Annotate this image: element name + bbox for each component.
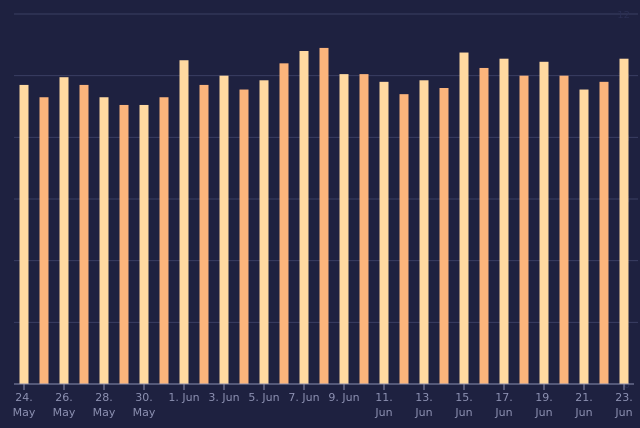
x-tick-label-line1: 7. Jun (288, 391, 319, 404)
x-tick-label-line2: Jun (454, 406, 472, 419)
x-tick-label-line2: Jun (574, 406, 592, 419)
bar[interactable] (419, 80, 429, 385)
x-tick-label-line1: 3. Jun (208, 391, 239, 404)
x-tick-label: 28. May (93, 391, 116, 419)
x-tick-label: 13. Jun (414, 391, 432, 419)
bar[interactable] (19, 84, 29, 385)
x-tick-label: 7. Jun (288, 391, 319, 404)
bar[interactable] (79, 84, 89, 385)
x-tick-label: 17. Jun (494, 391, 512, 419)
bar[interactable] (59, 77, 69, 384)
bar[interactable] (619, 58, 629, 384)
x-tick-label-line1: 19. (535, 391, 553, 404)
x-tick-label: 30. May (133, 391, 156, 419)
bar[interactable] (279, 63, 289, 384)
x-tick-label-line2: Jun (374, 406, 392, 419)
bar[interactable] (539, 61, 549, 385)
bar[interactable] (459, 52, 469, 385)
bar-series (19, 47, 629, 385)
x-tick-label-line1: 26. (55, 391, 73, 404)
x-tick-label: 23. Jun (614, 391, 632, 419)
x-axis-ticks (23, 384, 625, 390)
bar[interactable] (159, 97, 169, 384)
x-tick-label-line2: May (93, 406, 116, 419)
bar[interactable] (359, 74, 369, 384)
x-tick-label: 26. May (53, 391, 76, 419)
x-tick-label-line2: May (133, 406, 156, 419)
bar[interactable] (399, 94, 409, 385)
x-tick-label: 11. Jun (374, 391, 392, 419)
x-tick-label-line1: 23. (615, 391, 633, 404)
bar[interactable] (319, 47, 329, 385)
x-tick-label: 15. Jun (454, 391, 472, 419)
bar[interactable] (599, 81, 609, 384)
x-tick-label-line2: Jun (534, 406, 552, 419)
x-axis-tick-labels: 24. May 26. May 28. May 30. May 1. Jun 3. Jun 5. J… (13, 391, 633, 419)
bar[interactable] (479, 67, 489, 384)
bar[interactable] (339, 74, 349, 384)
x-tick-label-line2: Jun (414, 406, 432, 419)
x-tick-label-line1: 21. (575, 391, 593, 404)
x-tick-label-line2: Jun (614, 406, 632, 419)
x-tick-label: 24. May (13, 391, 36, 419)
x-tick-label: 19. Jun (534, 391, 552, 419)
x-tick-label-line1: 30. (135, 391, 153, 404)
bar[interactable] (219, 75, 229, 385)
bar[interactable] (139, 104, 149, 384)
bar[interactable] (99, 97, 109, 384)
x-tick-label-line1: 11. (375, 391, 393, 404)
x-tick-label-line1: 24. (15, 391, 33, 404)
y-tick-label: 12 (617, 10, 630, 21)
x-tick-label-line1: 15. (455, 391, 473, 404)
x-tick-label: 1. Jun (168, 391, 199, 404)
y-tick-label: 0 (624, 380, 630, 391)
x-tick-label-line2: Jun (494, 406, 512, 419)
x-tick-label-line1: 1. Jun (168, 391, 199, 404)
x-tick-label-line2: May (53, 406, 76, 419)
bar[interactable] (39, 97, 49, 384)
bar[interactable] (119, 104, 129, 384)
bar[interactable] (579, 89, 589, 385)
bar[interactable] (559, 75, 569, 385)
bar[interactable] (259, 80, 269, 385)
x-tick-label-line1: 5. Jun (248, 391, 279, 404)
bar[interactable] (299, 51, 309, 384)
x-tick-label: 9. Jun (328, 391, 359, 404)
bar[interactable] (379, 81, 389, 384)
bar[interactable] (179, 60, 189, 384)
x-tick-label-line1: 13. (415, 391, 433, 404)
bar[interactable] (439, 88, 449, 384)
x-tick-label-line1: 28. (95, 391, 113, 404)
bar[interactable] (499, 58, 509, 384)
x-tick-label: 3. Jun (208, 391, 239, 404)
bar[interactable] (239, 89, 249, 385)
x-tick-label-line1: 17. (495, 391, 513, 404)
x-tick-label: 21. Jun (574, 391, 592, 419)
bar[interactable] (519, 75, 529, 385)
x-tick-label-line2: May (13, 406, 36, 419)
x-tick-label-line1: 9. Jun (328, 391, 359, 404)
bar[interactable] (199, 84, 209, 385)
x-tick-label: 5. Jun (248, 391, 279, 404)
